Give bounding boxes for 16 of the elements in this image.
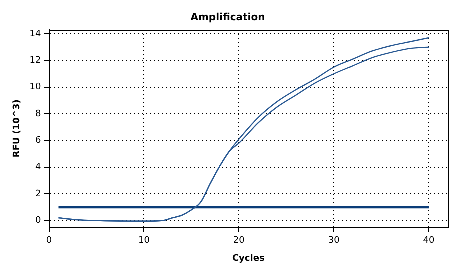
x-tick-label: 0 [46, 236, 52, 246]
y-tick-label: 10 [30, 82, 42, 93]
x-axis-title: Cycles [232, 254, 265, 264]
y-tick-label: 8 [36, 109, 42, 120]
x-tick-label: 30 [328, 236, 340, 246]
x-tick-label: 10 [138, 236, 150, 246]
y-tick-label: 2 [36, 189, 42, 200]
y-tick-label: 0 [36, 216, 42, 226]
y-tick-label: 14 [30, 29, 42, 40]
y-tick-label: 4 [36, 162, 42, 173]
x-tick-label: 40 [423, 236, 436, 246]
y-tick-label: 6 [36, 136, 42, 146]
y-axis-title: RFU (10^3) [12, 100, 23, 158]
chart-title: Amplification [190, 12, 266, 24]
y-tick-label: 12 [30, 56, 42, 66]
x-tick-label: 20 [233, 236, 246, 246]
